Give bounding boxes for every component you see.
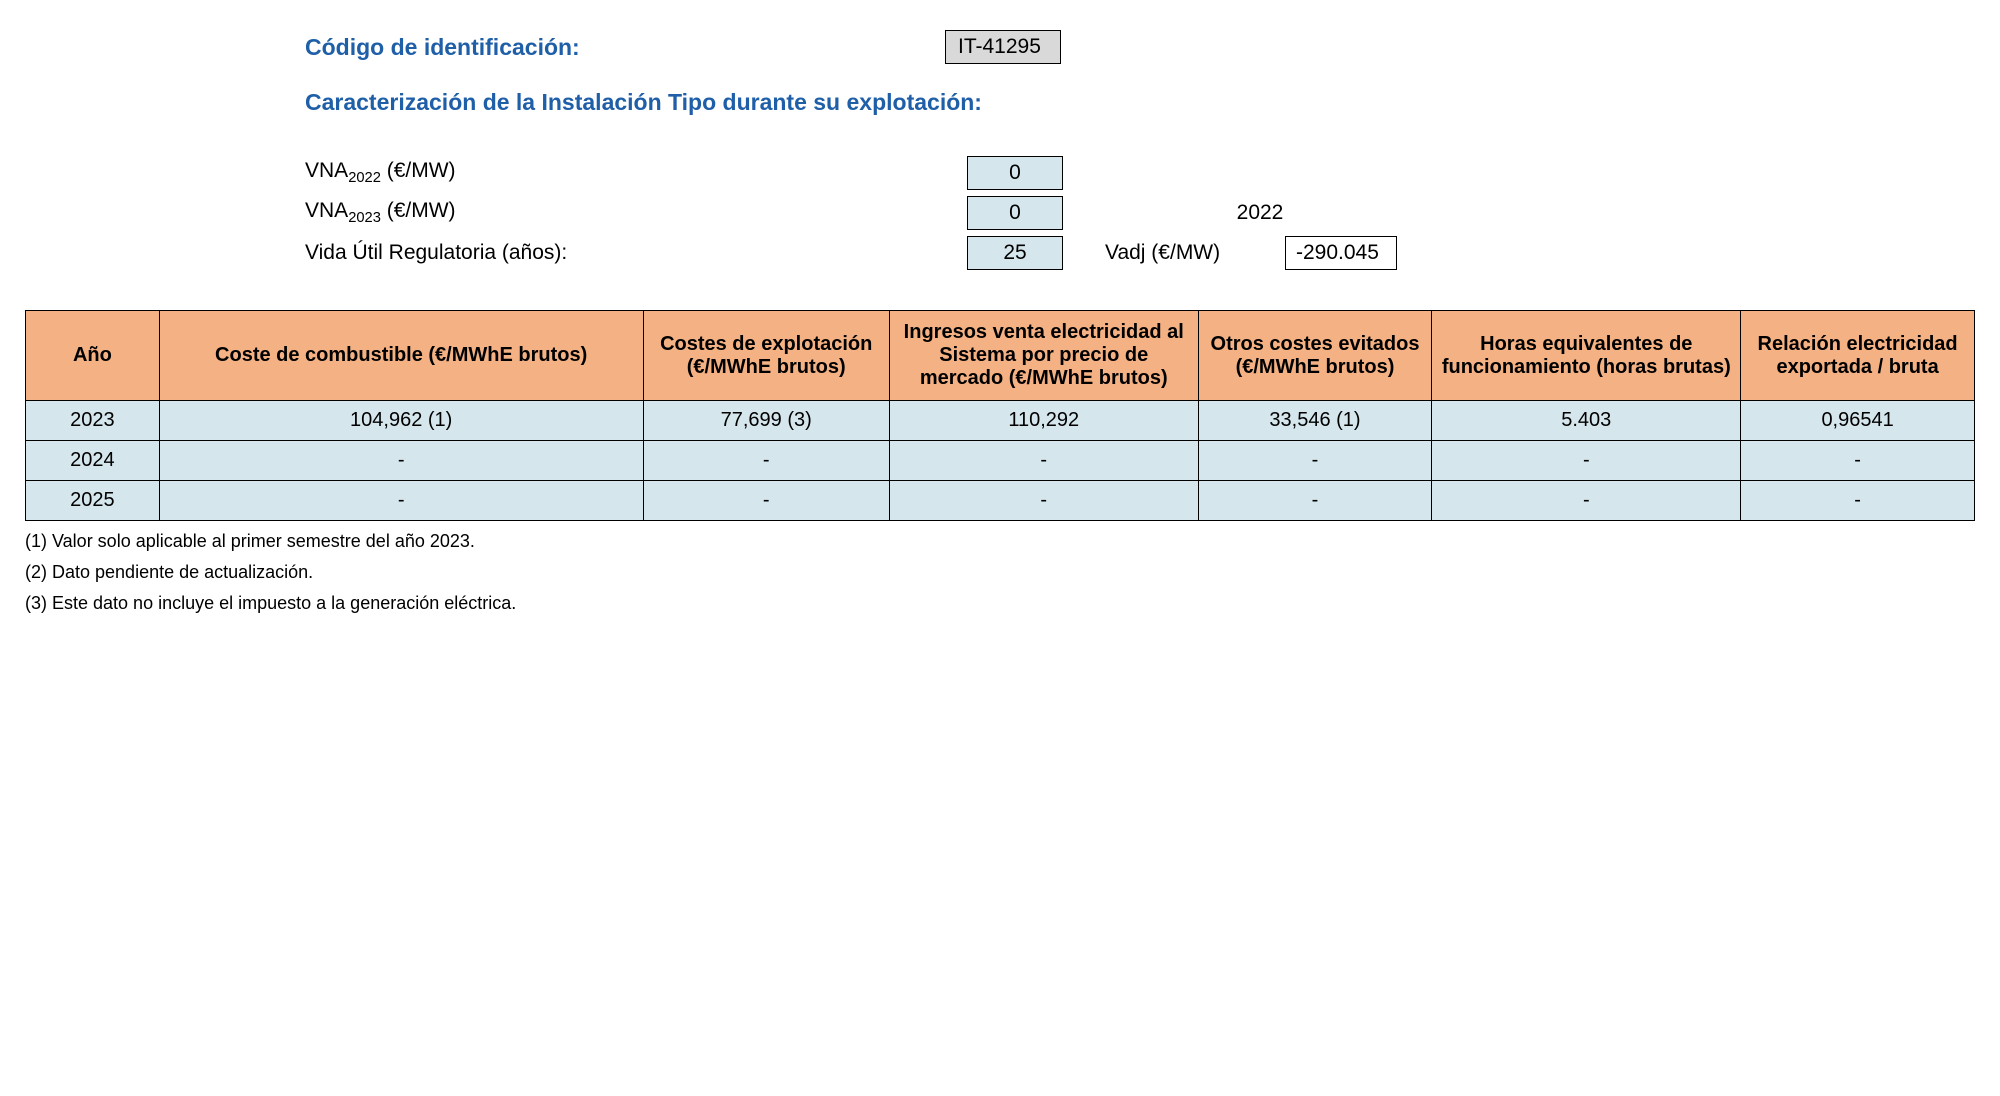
th-expl: Costes de explotación (€/MWhE brutos) — [643, 311, 889, 401]
cell-fuel: 104,962 (1) — [159, 401, 643, 441]
cell-horas: - — [1432, 441, 1741, 481]
code-row: Código de identificación: IT-41295 — [305, 30, 1975, 64]
cell-year: 2025 — [26, 481, 160, 521]
vida-label: Vida Útil Regulatoria (años): — [305, 241, 945, 265]
year-ref: 2022 — [1085, 201, 1435, 225]
cell-expl: 77,699 (3) — [643, 401, 889, 441]
table-header-row: Año Coste de combustible (€/MWhE brutos)… — [26, 311, 1975, 401]
vna2023-box-cell: 0 — [945, 196, 1085, 230]
cell-horas: - — [1432, 481, 1741, 521]
cell-rel: 0,96541 — [1741, 401, 1975, 441]
code-value-box: IT-41295 — [945, 30, 1061, 64]
cell-ing: 110,292 — [889, 401, 1198, 441]
cell-rel: - — [1741, 481, 1975, 521]
table-row: 2025 - - - - - - — [26, 481, 1975, 521]
cell-rel: - — [1741, 441, 1975, 481]
vna2022-pre: VNA — [305, 159, 348, 182]
vna2022-post: (€/MW) — [381, 159, 456, 182]
header-section: Código de identificación: IT-41295 Carac… — [305, 30, 1975, 270]
cell-year: 2024 — [26, 441, 160, 481]
vna2023-label: VNA2023 (€/MW) — [305, 199, 945, 226]
table-row: 2023 104,962 (1) 77,699 (3) 110,292 33,5… — [26, 401, 1975, 441]
table-head: Año Coste de combustible (€/MWhE brutos)… — [26, 311, 1975, 401]
vadj-label: Vadj (€/MW) — [1085, 241, 1285, 265]
table-row: 2024 - - - - - - — [26, 441, 1975, 481]
cell-otros: 33,546 (1) — [1198, 401, 1432, 441]
footnote-1: (1) Valor solo aplicable al primer semes… — [25, 531, 1975, 552]
th-otros: Otros costes evitados (€/MWhE brutos) — [1198, 311, 1432, 401]
th-year: Año — [26, 311, 160, 401]
vadj-box-cell: -290.045 — [1285, 236, 1435, 270]
vida-value: 25 — [967, 236, 1063, 270]
th-rel: Relación electricidad exportada / bruta — [1741, 311, 1975, 401]
th-fuel: Coste de combustible (€/MWhE brutos) — [159, 311, 643, 401]
cell-otros: - — [1198, 481, 1432, 521]
footnote-2: (2) Dato pendiente de actualización. — [25, 562, 1975, 583]
cell-fuel: - — [159, 441, 643, 481]
footnotes: (1) Valor solo aplicable al primer semes… — [25, 531, 1975, 614]
section-title: Caracterización de la Instalación Tipo d… — [305, 89, 982, 116]
th-horas: Horas equivalentes de funcionamiento (ho… — [1432, 311, 1741, 401]
params-grid: VNA2022 (€/MW) 0 VNA2023 (€/MW) 0 2022 V… — [305, 156, 1975, 270]
cell-fuel: - — [159, 481, 643, 521]
vna2022-value: 0 — [967, 156, 1063, 190]
cell-horas: 5.403 — [1432, 401, 1741, 441]
data-table: Año Coste de combustible (€/MWhE brutos)… — [25, 310, 1975, 521]
vna2022-label: VNA2022 (€/MW) — [305, 159, 945, 186]
cell-year: 2023 — [26, 401, 160, 441]
code-label: Código de identificación: — [305, 34, 945, 61]
cell-ing: - — [889, 441, 1198, 481]
vna2023-value: 0 — [967, 196, 1063, 230]
cell-expl: - — [643, 441, 889, 481]
vna2023-pre: VNA — [305, 199, 348, 222]
cell-expl: - — [643, 481, 889, 521]
vida-box-cell: 25 — [945, 236, 1085, 270]
vna2023-post: (€/MW) — [381, 199, 456, 222]
table-body: 2023 104,962 (1) 77,699 (3) 110,292 33,5… — [26, 401, 1975, 521]
section-title-row: Caracterización de la Instalación Tipo d… — [305, 89, 1975, 116]
vna2022-sub: 2022 — [348, 171, 381, 187]
cell-ing: - — [889, 481, 1198, 521]
cell-otros: - — [1198, 441, 1432, 481]
th-ing: Ingresos venta electricidad al Sistema p… — [889, 311, 1198, 401]
footnote-3: (3) Este dato no incluye el impuesto a l… — [25, 593, 1975, 614]
vna2023-sub: 2023 — [348, 211, 381, 227]
vadj-value: -290.045 — [1285, 236, 1397, 270]
vna2022-box-cell: 0 — [945, 156, 1085, 190]
